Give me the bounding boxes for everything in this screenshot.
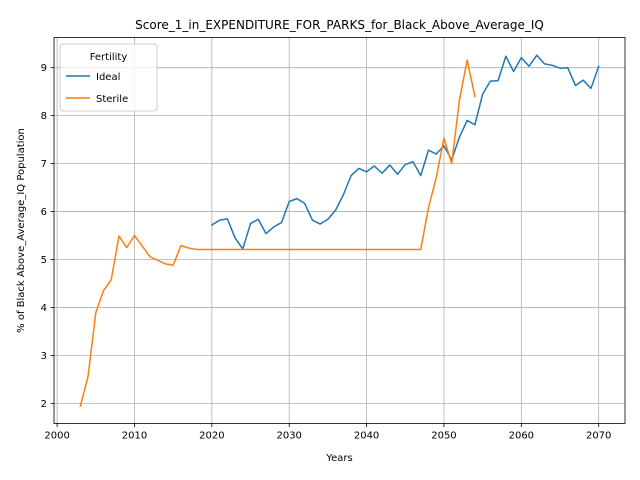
- chart-title: Score_1_in_EXPENDITURE_FOR_PARKS_for_Bla…: [135, 18, 544, 32]
- legend-box: [59, 43, 158, 112]
- x-tick-label: 2060: [509, 431, 534, 442]
- y-tick-label: 8: [41, 111, 47, 122]
- x-tick-label: 2010: [122, 431, 147, 442]
- legend-label-sterile: Sterile: [96, 94, 128, 105]
- legend-title: Fertility: [90, 52, 128, 63]
- y-tick-label: 7: [41, 159, 47, 170]
- x-tick-label: 2050: [431, 431, 456, 442]
- x-tick-label: 2000: [44, 431, 69, 442]
- y-tick-label: 6: [41, 207, 47, 218]
- x-tick-label: 2020: [199, 431, 224, 442]
- x-tick-label: 2040: [354, 431, 379, 442]
- y-tick-label: 3: [41, 351, 47, 362]
- y-axis-label: % of Black Above_Average_IQ Population: [16, 128, 27, 333]
- x-axis: 2000 2010 2020 2030 2040 2050 2060 2070: [44, 423, 611, 442]
- grid-lines: [54, 37, 625, 424]
- plot-frame: [53, 37, 626, 424]
- x-tick-label: 2070: [586, 431, 611, 442]
- legend-label-ideal: Ideal: [96, 72, 120, 83]
- series-line-ideal: [210, 54, 600, 250]
- y-axis: 2 3 4 5 6 7 8 9: [41, 63, 54, 410]
- y-tick-label: 9: [41, 63, 47, 74]
- y-tick-label: 2: [41, 399, 47, 410]
- series-line-sterile: [79, 59, 476, 408]
- legend: Fertility Ideal Sterile: [59, 43, 158, 112]
- y-tick-label: 5: [41, 255, 47, 266]
- x-axis-label: Years: [325, 453, 352, 464]
- x-tick-label: 2030: [276, 431, 301, 442]
- y-tick-label: 4: [41, 303, 47, 314]
- series-layer: [79, 54, 600, 408]
